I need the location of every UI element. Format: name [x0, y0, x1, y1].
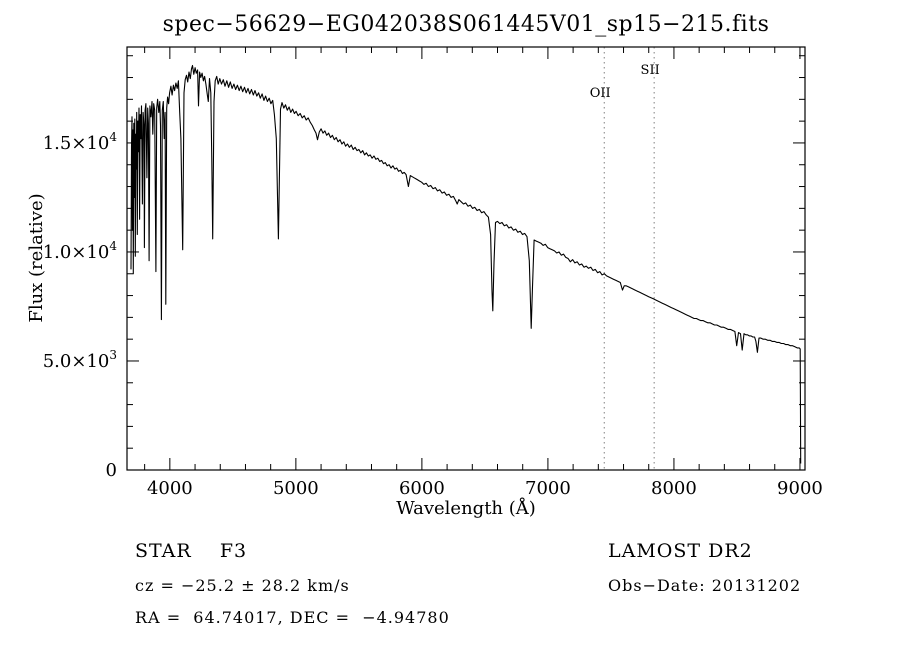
ra-dec-text: RA = 64.74017, DEC = −4.94780 — [135, 608, 450, 627]
spectrum-line — [130, 64, 802, 464]
y-tick-label: 1.0×104 — [43, 239, 118, 263]
x-tick-label: 5000 — [273, 478, 319, 499]
emission-line-label: OII — [590, 86, 611, 101]
survey-name-text: LAMOST DR2 — [608, 540, 753, 562]
x-tick-label: 4000 — [147, 478, 193, 499]
plot-title: spec−56629−EG042038S061445V01_sp15−215.f… — [162, 12, 770, 37]
y-tick-label: 5.0×103 — [43, 348, 117, 372]
x-tick-label: 6000 — [399, 478, 445, 499]
y-tick-label: 1.5×104 — [43, 130, 118, 154]
x-tick-label: 7000 — [525, 478, 571, 499]
obs-date-text: Obs−Date: 20131202 — [608, 576, 802, 595]
plot-frame — [126, 46, 806, 471]
x-tick-label: 9000 — [777, 478, 823, 499]
y-tick-label: 0 — [106, 460, 117, 481]
emission-line-label: SII — [641, 63, 660, 78]
x-axis-label: Wavelength (Å) — [396, 498, 536, 519]
object-class-text: STAR F3 — [135, 540, 248, 562]
cz-velocity-text: cz = −25.2 ± 28.2 km/s — [135, 576, 350, 595]
x-tick-label: 8000 — [651, 478, 697, 499]
y-axis-label: Flux (relative) — [26, 193, 47, 323]
